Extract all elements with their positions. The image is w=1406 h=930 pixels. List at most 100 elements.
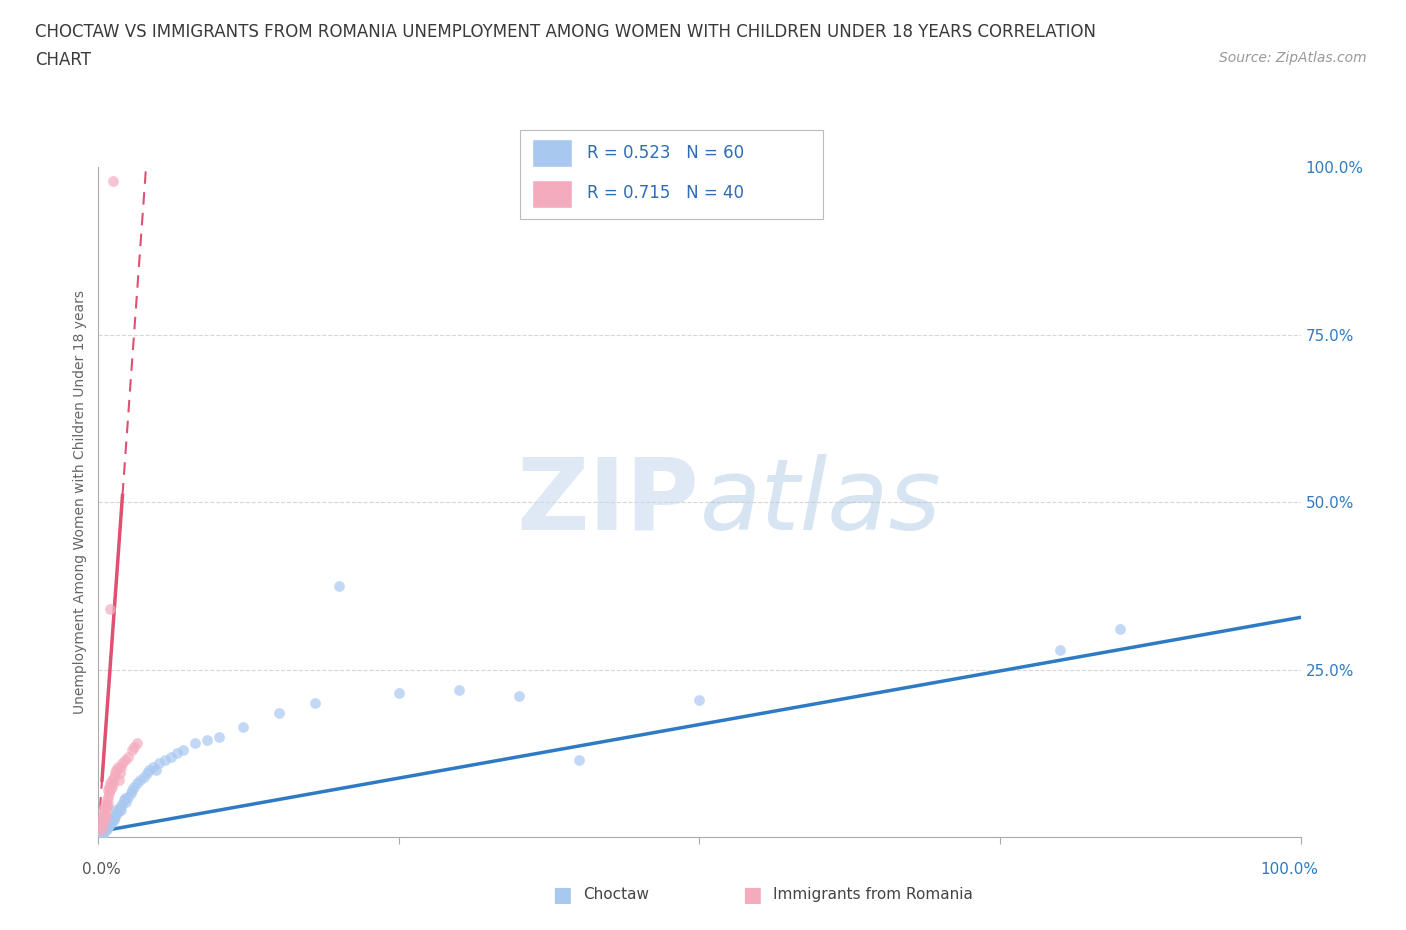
Point [111,756,134,771]
Point [96,792,118,807]
Text: ■: ■ [742,884,762,905]
Point [117,750,139,764]
Bar [533,139,572,167]
Point [91,803,114,817]
Point [93,824,115,839]
Point [101,809,124,824]
Point [98,817,121,832]
Point [107,804,129,819]
Point [125,736,148,751]
Point [97,796,120,811]
Point [94,819,117,834]
Point [117,790,139,804]
Point [114,752,136,767]
Point [125,776,148,790]
Point [108,802,131,817]
Point [208,729,231,744]
Point [183,736,205,751]
Text: atlas: atlas [700,454,941,551]
Text: CHOCTAW VS IMMIGRANTS FROM ROMANIA UNEMPLOYMENT AMONG WOMEN WITH CHILDREN UNDER : CHOCTAW VS IMMIGRANTS FROM ROMANIA UNEMP… [35,23,1097,41]
Point [267,706,290,721]
Point [93,813,115,828]
Point [145,763,167,777]
Point [508,689,530,704]
Point [105,803,128,817]
Point [101,173,124,188]
Point [100,815,122,830]
Point [94,809,117,824]
Point [121,742,143,757]
Point [121,783,143,798]
Point [101,811,124,826]
Point [1049,642,1071,657]
Point [138,763,160,777]
Point [129,773,152,788]
Text: Choctaw: Choctaw [583,887,650,902]
Point [91,819,114,834]
Point [120,786,142,801]
Point [103,769,125,784]
Point [110,803,132,817]
Point [94,823,117,838]
Bar [533,179,572,208]
Text: 100.0%: 100.0% [1260,862,1319,877]
Point [108,773,131,788]
Point [108,800,131,815]
Point [91,823,114,838]
Point [90,823,112,838]
Text: R = 0.715   N = 40: R = 0.715 N = 40 [586,184,744,203]
Point [388,685,411,700]
Point [101,776,124,790]
Point [166,746,188,761]
Point [153,752,176,767]
Point [94,796,117,811]
Point [135,766,157,781]
Point [93,821,115,836]
Point [112,792,135,807]
Point [195,733,218,748]
Point [104,809,127,824]
Point [115,795,138,810]
Point [100,779,122,794]
Point [124,779,146,794]
Point [93,800,115,815]
Text: ZIP: ZIP [516,454,700,551]
Point [105,763,128,777]
Y-axis label: Unemployment Among Women with Children Under 18 years: Unemployment Among Women with Children U… [73,290,87,714]
Point [100,776,122,790]
Point [91,809,114,824]
Point [568,752,591,767]
Point [90,817,112,831]
Point [100,773,122,788]
Point [100,813,122,828]
Point [100,602,122,617]
Point [98,815,121,830]
Point [107,759,129,774]
Point [100,817,122,831]
Point [94,803,117,817]
Point [103,813,125,828]
Point [91,826,114,841]
Point [447,683,470,698]
Point [105,806,128,821]
Point [132,769,155,784]
Point [148,756,170,771]
Point [111,796,134,811]
Point [100,783,122,798]
Point [141,759,163,774]
Point [110,759,132,774]
Point [96,800,118,815]
Point [93,806,115,821]
Point [172,742,194,757]
Point [91,826,114,841]
Point [328,578,350,593]
Point [159,750,181,764]
Point [114,790,136,805]
Text: Immigrants from Romania: Immigrants from Romania [773,887,973,902]
Point [689,692,711,707]
Text: ■: ■ [553,884,572,905]
Point [97,783,120,798]
Point [98,786,121,801]
Point [91,817,114,831]
Point [304,696,326,711]
